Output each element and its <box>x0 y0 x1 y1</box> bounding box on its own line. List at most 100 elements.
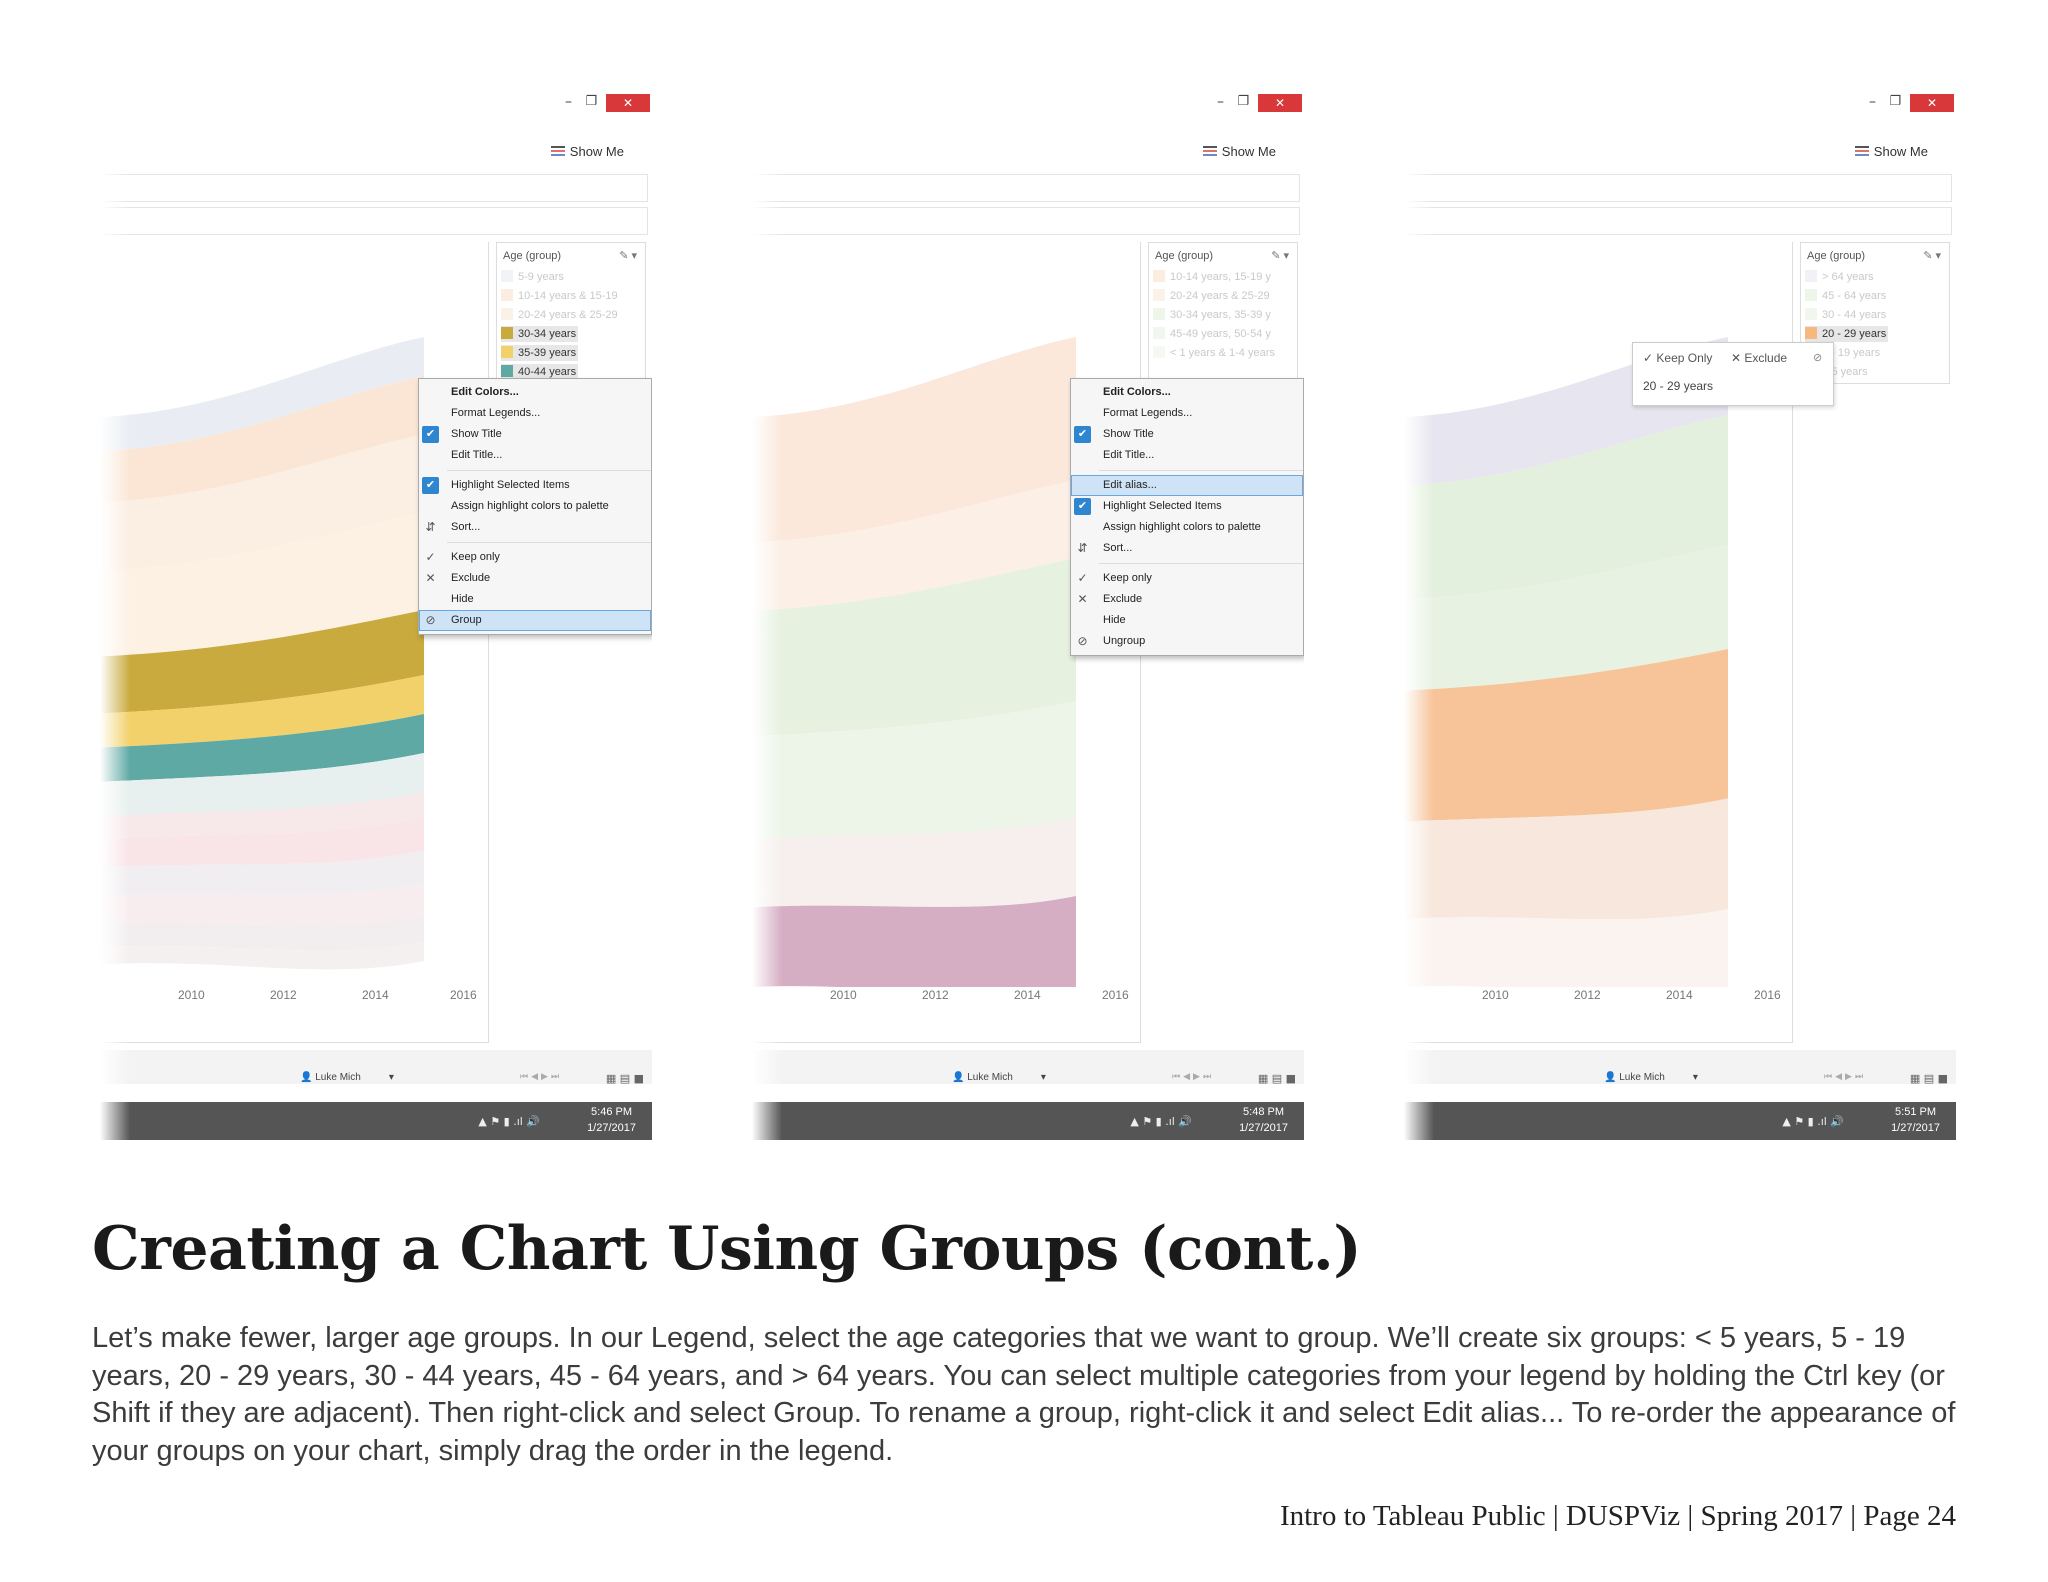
menu-item[interactable]: ✔ Highlight Selected Items <box>419 475 651 496</box>
columns-shelf[interactable] <box>100 174 648 202</box>
show-me-icon <box>550 146 565 157</box>
menu-item[interactable]: Hide <box>1071 610 1303 631</box>
menu-item[interactable]: Assign highlight colors to palette <box>419 496 651 517</box>
menu-item[interactable]: Edit alias... <box>1071 475 1303 496</box>
legend-item-label: 20-24 years & 25-29 <box>518 309 618 321</box>
legend-item[interactable]: 20-24 years & 25-29 <box>501 307 620 323</box>
area-band <box>100 610 424 714</box>
area-band <box>100 714 424 782</box>
page-navigation[interactable]: ⏮◀▶⏭ <box>1172 1072 1215 1082</box>
rows-shelf[interactable] <box>1404 207 1952 235</box>
legend-menu-icon[interactable]: ✎ ▾ <box>619 250 637 262</box>
system-tray-icons[interactable]: ▲ ⚑ ▮ .ıl 🔊 <box>1130 1115 1192 1128</box>
menu-item[interactable]: ✓ Keep only <box>419 547 651 568</box>
restore-icon[interactable]: ❐ <box>1889 94 1901 109</box>
group-link-icon[interactable]: ⊘ <box>1813 352 1823 364</box>
window-titlebar: – ❐ ✕ <box>100 92 652 116</box>
minimize-icon[interactable]: – <box>1217 94 1224 110</box>
menu-item[interactable]: Edit Title... <box>419 445 651 466</box>
menu-item[interactable]: Edit Colors... <box>419 382 651 403</box>
legend-item[interactable]: 35-39 years <box>501 345 579 361</box>
close-button[interactable]: ✕ <box>606 94 650 112</box>
legend-item[interactable]: 30 - 44 years <box>1805 307 1888 323</box>
legend-item[interactable]: 20-24 years & 25-29 <box>1153 288 1272 304</box>
menu-item[interactable]: ⇵ Sort... <box>1071 538 1303 559</box>
menu-item[interactable]: ⊘ Ungroup <box>1071 631 1303 652</box>
legend-menu-icon[interactable]: ✎ ▾ <box>1923 250 1941 262</box>
legend-item-label: 45 - 64 years <box>1822 290 1887 302</box>
sort-icon: ⇵ <box>425 520 436 534</box>
restore-icon[interactable]: ❐ <box>585 94 597 109</box>
keep-only-button[interactable]: ✓ Keep Only <box>1643 351 1713 365</box>
menu-item[interactable]: ✔ Show Title <box>419 424 651 445</box>
x-tick-label: 2010 <box>178 988 205 1002</box>
x-tick-label: 2014 <box>362 988 389 1002</box>
menu-item[interactable]: ✓ Keep only <box>1071 568 1303 589</box>
view-toggle-icons[interactable]: ▦ ▤ ■ <box>605 1072 644 1085</box>
rows-shelf[interactable] <box>100 207 648 235</box>
exclude-button[interactable]: ✕ Exclude <box>1731 351 1788 365</box>
legend-swatch <box>1805 270 1817 282</box>
menu-item-label: Format Legends... <box>1103 407 1193 419</box>
legend-item[interactable]: 40-44 years <box>501 364 579 380</box>
legend-menu-icon[interactable]: ✎ ▾ <box>1271 250 1289 262</box>
show-me-button[interactable]: Show Me <box>550 144 624 159</box>
legend-item[interactable]: 10-14 years & 15-19 <box>501 288 620 304</box>
view-toggle-icons[interactable]: ▦ ▤ ■ <box>1909 1072 1948 1085</box>
menu-item[interactable]: ✕ Exclude <box>419 568 651 589</box>
system-tray-icons[interactable]: ▲ ⚑ ▮ .ıl 🔊 <box>1782 1115 1844 1128</box>
show-me-button[interactable]: Show Me <box>1202 144 1276 159</box>
close-button[interactable]: ✕ <box>1258 94 1302 112</box>
menu-item[interactable]: Edit Colors... <box>1071 382 1303 403</box>
minimize-icon[interactable]: – <box>565 94 572 110</box>
menu-item[interactable]: ✔ Show Title <box>1071 424 1303 445</box>
page-navigation[interactable]: ⏮◀▶⏭ <box>1824 1072 1867 1082</box>
legend-item[interactable]: 5-9 years <box>501 269 566 285</box>
legend-item[interactable]: > 64 years <box>1805 269 1876 285</box>
restore-icon[interactable]: ❐ <box>1237 94 1249 109</box>
close-button[interactable]: ✕ <box>1910 94 1954 112</box>
menu-item[interactable]: ⇵ Sort... <box>419 517 651 538</box>
columns-shelf[interactable] <box>752 174 1300 202</box>
rows-shelf[interactable] <box>752 207 1300 235</box>
menu-item-label: Highlight Selected Items <box>1103 500 1222 512</box>
paperclip-icon: ⊘ <box>1077 634 1088 648</box>
user-menu[interactable]: 👤 Luke Mich ▾ <box>300 1072 394 1083</box>
legend-item[interactable]: 10-14 years, 15-19 y <box>1153 269 1273 285</box>
area-band <box>100 512 424 657</box>
legend-item-label: 5-9 years <box>518 271 564 283</box>
legend-item[interactable]: 30-34 years <box>501 326 579 342</box>
system-tray-icons[interactable]: ▲ ⚑ ▮ .ıl 🔊 <box>478 1115 540 1128</box>
view-toggle-icons[interactable]: ▦ ▤ ■ <box>1257 1072 1296 1085</box>
menu-item-label: Hide <box>451 593 474 605</box>
area-band <box>752 558 1076 737</box>
menu-item[interactable]: ⊘ Group <box>419 610 651 631</box>
legend-item[interactable]: 30-34 years, 35-39 y <box>1153 307 1273 323</box>
menu-item[interactable]: Format Legends... <box>1071 403 1303 424</box>
legend-item[interactable]: < 1 years & 1-4 years <box>1153 345 1277 361</box>
area-band <box>1404 909 1728 987</box>
menu-item[interactable]: Assign highlight colors to palette <box>1071 517 1303 538</box>
menu-item[interactable]: ✔ Highlight Selected Items <box>1071 496 1303 517</box>
legend-panel: Age (group) ✎ ▾ 5-9 years 10-14 years & 1… <box>496 242 646 384</box>
user-menu[interactable]: 👤 Luke Mich ▾ <box>952 1072 1046 1083</box>
close-icon: ✕ <box>425 571 436 585</box>
x-tick-label: 2012 <box>1574 988 1601 1002</box>
columns-shelf[interactable] <box>1404 174 1952 202</box>
menu-item[interactable]: Edit Title... <box>1071 445 1303 466</box>
menu-item[interactable]: Hide <box>419 589 651 610</box>
legend-swatch <box>501 346 513 358</box>
user-menu[interactable]: 👤 Luke Mich ▾ <box>1604 1072 1698 1083</box>
area-band <box>1404 415 1728 600</box>
screenshot-reordered-groups: – ❐ ✕ Show Me 2010 2012 2014 2016 Age (g… <box>1404 92 1956 1140</box>
menu-item[interactable]: ✕ Exclude <box>1071 589 1303 610</box>
area-chart <box>1404 337 1728 987</box>
legend-item[interactable]: 45 - 64 years <box>1805 288 1888 304</box>
legend-item[interactable]: 20 - 29 years <box>1805 326 1889 342</box>
legend-item[interactable]: 45-49 years, 50-54 y <box>1153 326 1273 342</box>
menu-item-label: Show Title <box>1103 428 1154 440</box>
menu-item[interactable]: Format Legends... <box>419 403 651 424</box>
minimize-icon[interactable]: – <box>1869 94 1876 110</box>
show-me-button[interactable]: Show Me <box>1854 144 1928 159</box>
page-navigation[interactable]: ⏮◀▶⏭ <box>520 1072 563 1082</box>
